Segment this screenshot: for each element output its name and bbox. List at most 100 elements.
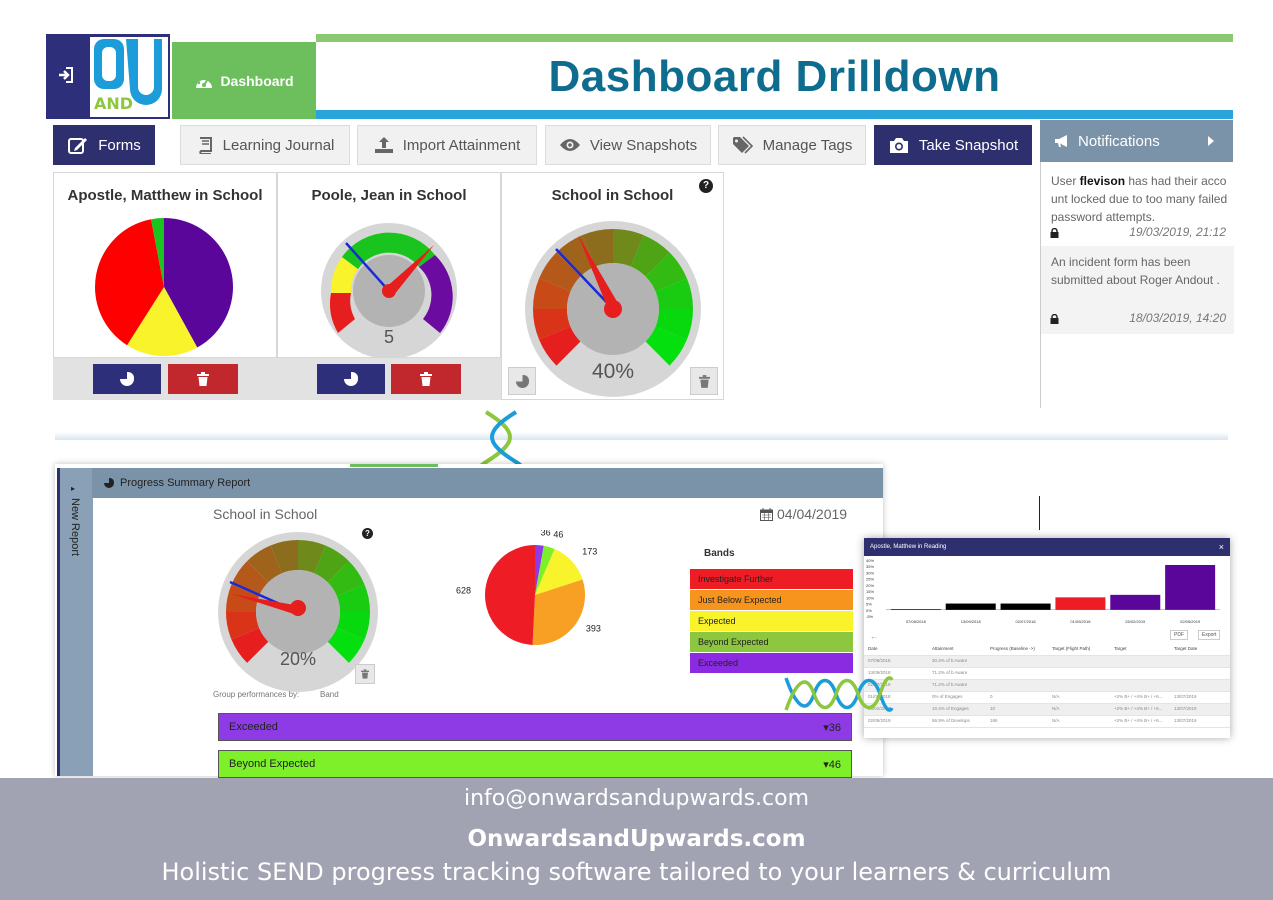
- take-snapshot-label: Take Snapshot: [918, 136, 1019, 154]
- x-tick-label: 02/05/2019: [1180, 619, 1201, 624]
- report-pie-chart: 36 46 173 393 628: [456, 530, 601, 645]
- pie-chart-icon: [104, 478, 114, 488]
- forms-button[interactable]: Forms: [53, 125, 155, 165]
- gauge-segment: [533, 278, 571, 309]
- gauge-segment: [247, 545, 282, 583]
- y-tick-label: 15%: [866, 589, 874, 594]
- pie-chart: [95, 218, 234, 356]
- group-performances-value[interactable]: Band: [320, 690, 339, 699]
- back-arrow-icon[interactable]: ←: [870, 632, 878, 641]
- gauge-segment: [231, 628, 269, 663]
- gauge-segment: [582, 229, 613, 267]
- table-row[interactable]: 01/09/2018 0% of Engages 0 N/A +2% B+ / +4% …: [864, 692, 1230, 704]
- group-bar-count: ▾36: [823, 721, 841, 734]
- table-row[interactable]: 02/07/2018 71.2% of b Aware: [864, 680, 1230, 692]
- table-row[interactable]: 07/08/2018 30.3% of b Aware: [864, 656, 1230, 668]
- logo-and-text: AND: [94, 94, 133, 113]
- section-divider-shadow: [55, 432, 1228, 440]
- view-snapshots-button[interactable]: View Snapshots: [545, 125, 711, 165]
- learning-journal-button[interactable]: Learning Journal: [180, 125, 350, 165]
- logout-icon[interactable]: [55, 66, 77, 88]
- table-cell: 07/08/2018: [868, 658, 891, 663]
- gauge-big-delete-button[interactable]: [690, 367, 718, 395]
- pie-slice: [95, 219, 164, 346]
- notification-date: 19/03/2019, 21:12: [1129, 225, 1226, 239]
- group-performances-label: Group performances by:: [213, 690, 300, 699]
- gauge-segment: [645, 252, 687, 292]
- dashboard-tab[interactable]: Dashboard: [172, 42, 316, 119]
- report-subtitle: School in School: [213, 506, 318, 522]
- table-cell: 0: [990, 694, 993, 699]
- tags-icon: [732, 136, 753, 154]
- table-cell: N/A: [1052, 718, 1060, 723]
- report-gauge-chart: 20%: [218, 532, 378, 692]
- take-snapshot-button[interactable]: Take Snapshot: [874, 125, 1032, 165]
- group-bar-exceeded[interactable]: Exceeded ▾36: [218, 713, 852, 741]
- report-gauge-value: 20%: [280, 649, 316, 669]
- pie-widget-actions: [53, 358, 277, 400]
- new-report-sidebar[interactable]: ▸ New Report: [57, 468, 93, 776]
- gauge-segment: [539, 252, 581, 292]
- help-icon[interactable]: ?: [699, 179, 713, 193]
- forms-label: Forms: [98, 136, 141, 154]
- notifications-header[interactable]: Notifications: [1040, 120, 1233, 162]
- pie-chart-icon: [120, 372, 134, 386]
- bar: [1110, 594, 1161, 610]
- notification-item[interactable]: An incident form has been submitted abou…: [1051, 255, 1220, 287]
- group-bar-label: Exceeded: [229, 721, 278, 733]
- x-tick-label: 07/08/2018: [906, 619, 927, 624]
- help-icon[interactable]: ?: [362, 528, 373, 539]
- pie-slice-label: 628: [456, 586, 471, 596]
- table-cell: 02/07/2018: [868, 682, 891, 687]
- bar: [1165, 564, 1216, 610]
- footer-website[interactable]: OnwardsandUpwards.com: [467, 826, 806, 852]
- table-cell: Date: [868, 646, 878, 651]
- caret-right-icon[interactable]: [1207, 136, 1215, 146]
- notification-date: 18/03/2019, 14:20: [1129, 311, 1226, 325]
- gauge-segment: [314, 545, 349, 583]
- band-row: Expected: [690, 611, 853, 631]
- table-row[interactable]: 13/09/2018 71.2% of b Aware: [864, 668, 1230, 680]
- caret-right-icon[interactable]: ▸: [71, 484, 76, 493]
- notification-item-bg: [1041, 246, 1234, 334]
- gauge-small-actions: [277, 358, 501, 400]
- pie-slice: [151, 218, 164, 287]
- import-attainment-button[interactable]: Import Attainment: [357, 125, 537, 165]
- book-icon: [198, 137, 212, 154]
- table-row[interactable]: 25/02/2019 10.4% of Engages 10 N/A +2% B+ / …: [864, 704, 1230, 716]
- manage-tags-button[interactable]: Manage Tags: [718, 125, 866, 165]
- gauge-segment: [270, 540, 298, 574]
- group-bar-label: Beyond Expected: [229, 758, 316, 770]
- pdf-button[interactable]: PDF: [1170, 630, 1188, 640]
- gauge-small-title: Poole, Jean in School: [311, 187, 467, 204]
- pie-slice: [127, 287, 198, 356]
- manage-tags-label: Manage Tags: [762, 136, 853, 154]
- lock-icon: [1050, 228, 1059, 238]
- trash-icon: [197, 372, 209, 386]
- footer-email[interactable]: info@onwardsandupwards.com: [463, 786, 810, 811]
- close-icon[interactable]: ×: [1218, 542, 1224, 552]
- gauge-segment: [556, 235, 596, 277]
- gauge-segment: [336, 612, 370, 640]
- export-button[interactable]: Export: [1198, 630, 1221, 640]
- gauge-small-delete-button[interactable]: [391, 364, 461, 394]
- report-date: 04/04/2019: [760, 506, 847, 522]
- pie-delete-button[interactable]: [168, 364, 238, 394]
- group-bar-beyond-expected[interactable]: Beyond Expected ▾46: [218, 750, 852, 778]
- report-gauge-delete-button[interactable]: [355, 664, 375, 684]
- import-attainment-label: Import Attainment: [402, 136, 521, 154]
- pie-slice: [532, 579, 585, 645]
- table-cell: N/A: [1052, 694, 1060, 699]
- gauge-small-view-button[interactable]: [317, 364, 385, 394]
- gauge-segment: [539, 326, 581, 366]
- x-tick-label: 25/02/2019: [1125, 619, 1146, 624]
- pie-view-button[interactable]: [93, 364, 161, 394]
- pie-chart-icon: [344, 372, 358, 386]
- table-row[interactable]: 02/05/2019 66.9% of Develops 166 N/A +2% B+ …: [864, 716, 1230, 728]
- gauge-big-view-button[interactable]: [508, 367, 536, 395]
- notification-item[interactable]: User flevison has had their acco unt loc…: [1051, 174, 1228, 224]
- table-row[interactable]: Date Attainment Progress (Baseline ->) Targ…: [864, 644, 1230, 656]
- reading-chart-window: Apostle, Matthew in Reading × 40% 35% 30% 2…: [864, 538, 1230, 738]
- pie-slice: [535, 545, 555, 595]
- trash-icon: [420, 372, 432, 386]
